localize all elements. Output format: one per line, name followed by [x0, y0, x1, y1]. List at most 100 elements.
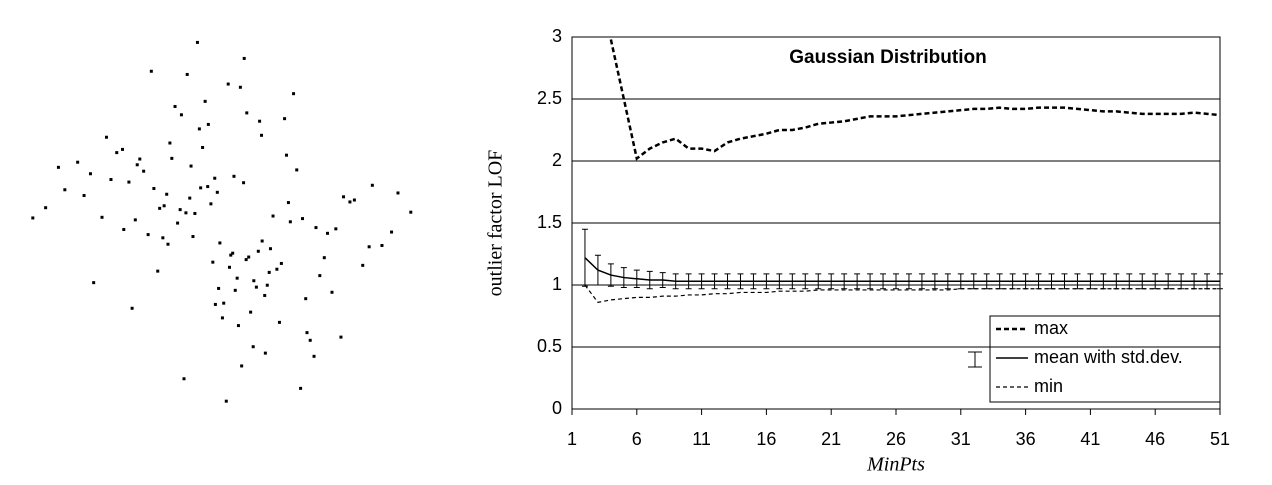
point: [158, 206, 162, 210]
point: [121, 147, 124, 151]
point: [217, 286, 221, 290]
error-bar: [854, 273, 861, 290]
point: [242, 56, 246, 60]
point: [133, 218, 137, 222]
point: [396, 191, 400, 195]
error-bar: [672, 273, 679, 290]
error-bar: [893, 273, 899, 290]
point: [304, 297, 308, 301]
point: [342, 195, 346, 199]
point: [330, 290, 334, 294]
point: [161, 236, 165, 240]
error-bar: [918, 273, 925, 290]
error-bar: [880, 273, 887, 290]
point: [130, 306, 134, 310]
point: [271, 214, 275, 218]
point: [156, 269, 160, 273]
point: [182, 377, 186, 381]
point: [229, 253, 233, 257]
error-bar: [659, 272, 666, 288]
point: [201, 145, 205, 149]
point: [334, 227, 338, 231]
point: [195, 40, 199, 44]
point: [165, 192, 169, 196]
point: [222, 301, 226, 305]
point: [92, 281, 96, 285]
point: [236, 324, 240, 328]
point: [206, 122, 210, 126]
point: [31, 216, 35, 220]
x-tick-label: 16: [756, 429, 776, 449]
point: [63, 188, 67, 192]
x-tick-label: 26: [886, 429, 906, 449]
point: [227, 265, 231, 269]
series-line: [609, 39, 1220, 161]
point: [162, 204, 166, 208]
point: [203, 99, 207, 103]
point: [301, 217, 305, 221]
point: [209, 202, 213, 206]
point: [275, 267, 279, 271]
point: [256, 249, 260, 253]
point: [142, 169, 146, 173]
point: [199, 186, 203, 190]
point: [295, 168, 299, 172]
point: [193, 211, 197, 215]
error-bar: [594, 254, 601, 286]
error-bar: [905, 273, 912, 290]
point: [409, 210, 413, 214]
point: [100, 215, 104, 219]
error-bar: [750, 273, 757, 290]
point: [56, 165, 60, 169]
point: [314, 226, 318, 230]
point: [206, 185, 210, 189]
point: [115, 151, 119, 155]
point: [149, 69, 153, 73]
point: [283, 117, 287, 121]
error-bar: [867, 273, 874, 290]
point: [173, 104, 177, 108]
point: [166, 242, 170, 246]
error-bar: [828, 273, 835, 290]
error-bar: [607, 263, 614, 287]
point: [390, 230, 394, 234]
x-tick-label: 51: [1210, 429, 1230, 449]
point: [176, 221, 180, 225]
x-tick-label: 6: [632, 429, 642, 449]
point: [197, 127, 201, 131]
point: [249, 310, 253, 314]
point: [76, 160, 80, 164]
x-tick-label: 31: [951, 429, 971, 449]
error-bar: [737, 273, 744, 290]
point: [285, 153, 288, 157]
point: [312, 354, 316, 358]
point: [380, 244, 384, 247]
point: [188, 196, 192, 200]
point: [170, 156, 174, 160]
legend-box: [989, 315, 1221, 403]
point: [231, 251, 235, 255]
point: [277, 320, 281, 324]
point: [109, 178, 113, 182]
error-bar: [711, 273, 718, 290]
chart-title: Gaussian Distribution: [789, 47, 986, 68]
point: [348, 200, 352, 204]
y-tick-label: 3: [552, 26, 562, 46]
error-bar: [931, 273, 938, 290]
error-bar: [646, 270, 653, 290]
y-tick-label: 2: [552, 150, 562, 170]
plot: 00.511.522.531 6 11 16 21 26 31 36 41 46 51: [537, 26, 1230, 449]
point: [226, 82, 230, 86]
error-bar: [698, 273, 705, 290]
point: [244, 258, 248, 262]
legend-label: min: [1034, 376, 1063, 396]
error-bar: [776, 273, 783, 290]
error-bar: [944, 273, 951, 290]
point: [220, 316, 224, 320]
point: [82, 194, 86, 198]
y-tick-label: 1: [552, 274, 562, 294]
point: [263, 293, 267, 297]
point: [305, 331, 309, 335]
point: [215, 190, 219, 194]
